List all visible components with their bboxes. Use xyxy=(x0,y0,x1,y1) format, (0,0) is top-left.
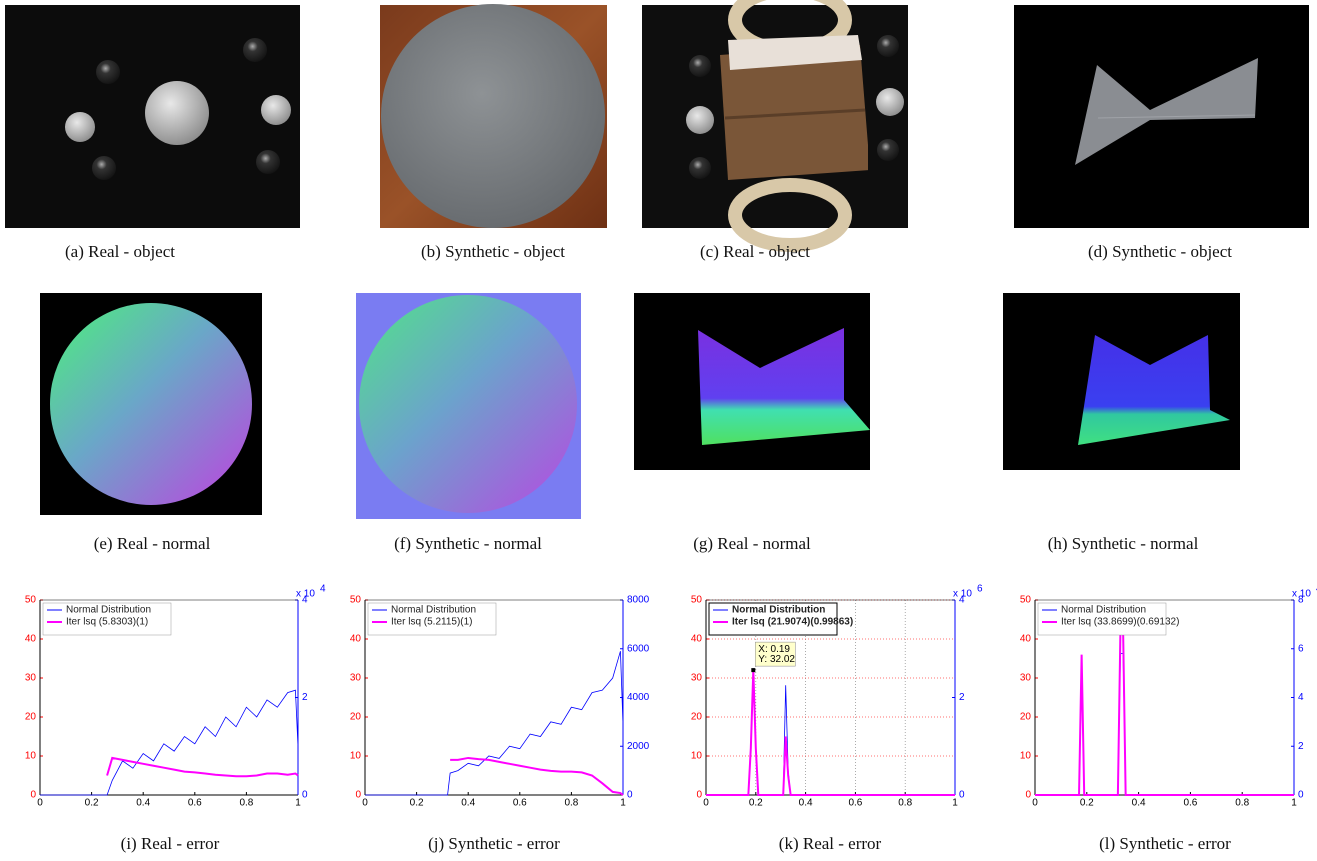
caption: (i) Real - error xyxy=(121,834,220,853)
y2-tick-label: 4 xyxy=(1298,692,1304,703)
y-tick-label: 30 xyxy=(1020,673,1032,684)
caption: (k) Real - error xyxy=(779,834,882,853)
y-tick-label: 50 xyxy=(1020,595,1032,606)
y-tick-label: 30 xyxy=(25,673,37,684)
caption: (a) Real - object xyxy=(65,242,175,261)
figure-page: (a) Real - object (b) Synthetic - object… xyxy=(0,0,1317,861)
x-tick-label: 0.4 xyxy=(1132,798,1146,809)
x-tick-label: 1 xyxy=(952,798,958,809)
y2-tick-label: 6 xyxy=(1298,643,1304,654)
x-tick-label: 0 xyxy=(362,798,368,809)
y-tick-label: 10 xyxy=(1020,751,1032,762)
x-tick-label: 0.2 xyxy=(85,798,99,809)
caption: (l) Synthetic - error xyxy=(1099,834,1231,853)
y2-tick-label: 0 xyxy=(959,790,965,801)
legend-label: Iter lsq (33.8699)(0.69132) xyxy=(1061,617,1179,628)
x-tick-label: 0.2 xyxy=(410,798,424,809)
x-tick-label: 0.8 xyxy=(239,798,253,809)
x-tick-label: 0.6 xyxy=(188,798,202,809)
legend-label: Normal Distribution xyxy=(66,605,151,616)
y2-scale-label: x 10 xyxy=(953,589,972,600)
x-tick-label: 0 xyxy=(1032,798,1038,809)
y-tick-label: 50 xyxy=(25,595,37,606)
normal-map-h xyxy=(1003,293,1240,470)
y-tick-label: 40 xyxy=(691,634,703,645)
figure: (a) Real - object (b) Synthetic - object… xyxy=(0,0,1317,861)
x-tick-label: 0.6 xyxy=(1183,798,1197,809)
x-tick-label: 0.6 xyxy=(848,798,862,809)
y-tick-label: 20 xyxy=(350,712,362,723)
y-tick-label: 40 xyxy=(25,634,37,645)
y2-scale-label: x 10 xyxy=(1292,589,1311,600)
x-tick-label: 0.4 xyxy=(799,798,813,809)
y-tick-label: 40 xyxy=(1020,634,1032,645)
y2-scale-label: x 10 xyxy=(296,589,315,600)
y-tick-label: 10 xyxy=(691,751,703,762)
x-tick-label: 0.4 xyxy=(461,798,475,809)
caption: (e) Real - normal xyxy=(94,534,211,553)
legend-label: Iter lsq (21.9074)(0.99863) xyxy=(732,617,853,628)
normal-map-g xyxy=(634,293,870,470)
y-tick-label: 50 xyxy=(691,595,703,606)
photo-b xyxy=(380,4,607,228)
x-tick-label: 0.8 xyxy=(564,798,578,809)
legend-label: Iter lsq (5.2115)(1) xyxy=(391,617,473,628)
y-tick-label: 50 xyxy=(350,595,362,606)
y-tick-label: 0 xyxy=(355,790,361,801)
y-tick-label: 20 xyxy=(1020,712,1032,723)
x-tick-label: 0.6 xyxy=(513,798,527,809)
y2-tick-label: 0 xyxy=(1298,790,1304,801)
caption: (j) Synthetic - error xyxy=(428,834,560,853)
x-tick-label: 0 xyxy=(703,798,709,809)
legend-label: Iter lsq (5.8303)(1) xyxy=(66,617,148,628)
caption: (f) Synthetic - normal xyxy=(394,534,542,553)
x-tick-label: 1 xyxy=(620,798,626,809)
y2-tick-label: 2 xyxy=(302,692,308,703)
y2-tick-label: 2000 xyxy=(627,741,650,752)
legend-label: Normal Distribution xyxy=(732,605,825,616)
y-tick-label: 40 xyxy=(350,634,362,645)
caption: (h) Synthetic - normal xyxy=(1048,534,1199,553)
y2-tick-label: 0 xyxy=(627,790,633,801)
y2-tick-label: 2 xyxy=(959,692,965,703)
y2-tick-label: 4000 xyxy=(627,692,650,703)
x-tick-label: 0.2 xyxy=(749,798,763,809)
y-tick-label: 0 xyxy=(30,790,36,801)
y2-tick-label: 6000 xyxy=(627,643,650,654)
y2-tick-label: 2 xyxy=(1298,741,1304,752)
y-tick-label: 20 xyxy=(25,712,37,723)
normal-map-f xyxy=(356,293,581,519)
caption: (c) Real - object xyxy=(700,242,810,261)
photo-d xyxy=(1014,5,1309,228)
y-tick-label: 10 xyxy=(25,751,37,762)
legend-label: Normal Distribution xyxy=(391,605,476,616)
y-tick-label: 0 xyxy=(1025,790,1031,801)
normal-map-e xyxy=(40,293,262,515)
y-tick-label: 30 xyxy=(350,673,362,684)
caption: (b) Synthetic - object xyxy=(421,242,565,261)
y-tick-label: 30 xyxy=(691,673,703,684)
y2-tick-label: 8000 xyxy=(627,595,650,606)
x-tick-label: 0.2 xyxy=(1080,798,1094,809)
legend-label: Normal Distribution xyxy=(1061,605,1146,616)
data-cursor xyxy=(751,668,755,672)
y2-tick-label: 0 xyxy=(302,790,308,801)
y2-scale-exponent: 6 xyxy=(977,584,983,595)
y-tick-label: 20 xyxy=(691,712,703,723)
caption: (g) Real - normal xyxy=(693,534,811,553)
data-tip-label: Y: 32.02 xyxy=(758,654,795,665)
x-tick-label: 0.8 xyxy=(898,798,912,809)
caption: (d) Synthetic - object xyxy=(1088,242,1232,261)
photo-c xyxy=(642,0,870,245)
x-tick-label: 1 xyxy=(295,798,301,809)
x-tick-label: 0 xyxy=(37,798,43,809)
y2-scale-exponent: 4 xyxy=(320,584,326,595)
x-tick-label: 1 xyxy=(1291,798,1297,809)
y-tick-label: 10 xyxy=(350,751,362,762)
x-tick-label: 0.8 xyxy=(1235,798,1249,809)
x-tick-label: 0.4 xyxy=(136,798,150,809)
y-tick-label: 0 xyxy=(696,790,702,801)
